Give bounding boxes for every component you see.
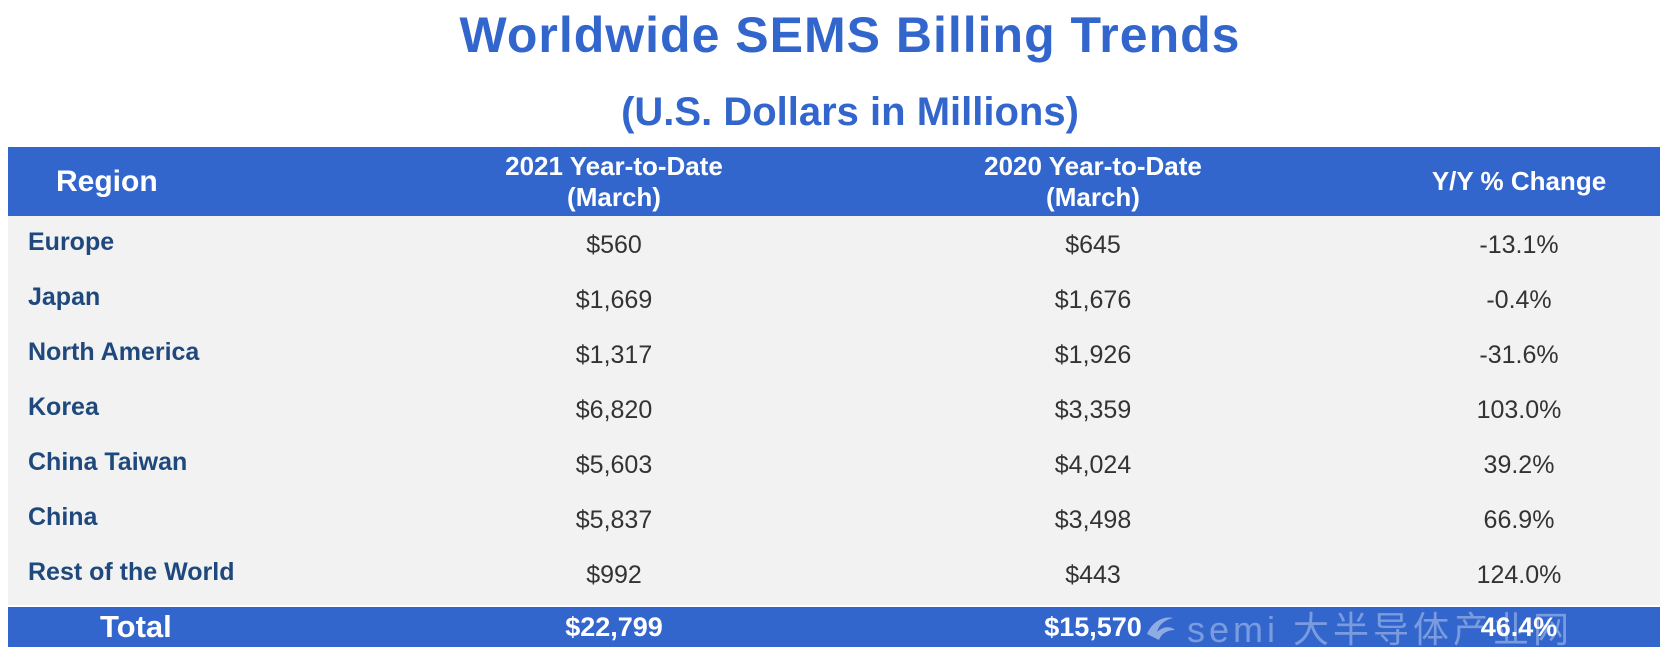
- ytd-2020-cell: $3,359: [1054, 396, 1132, 424]
- region-cell: China Taiwan: [28, 448, 188, 476]
- ytd-2020-cell: $3,498: [1054, 506, 1132, 534]
- region-cell: North America: [28, 338, 200, 366]
- ytd-2021-cell: $992: [586, 561, 642, 589]
- table-row-europe: Europe $560 $645 -13.1%: [8, 218, 1660, 273]
- change-cell: 66.9%: [1483, 506, 1555, 534]
- header-yy-change: Y/Y % Change: [1431, 166, 1607, 196]
- ytd-2021-cell: $560: [586, 231, 642, 259]
- ytd-2020-cell: $1,926: [1054, 341, 1132, 369]
- ytd-2021-cell: $1,669: [575, 286, 653, 314]
- header-region: Region: [56, 164, 158, 198]
- change-cell: 39.2%: [1483, 451, 1555, 479]
- total-2021-cell: $22,799: [565, 611, 663, 642]
- change-cell: -0.4%: [1486, 286, 1552, 314]
- header-2021-ytd: 2021 Year-to-Date (March): [505, 150, 723, 212]
- chart-title: Worldwide SEMS Billing Trends: [459, 7, 1241, 63]
- change-cell: 124.0%: [1476, 561, 1562, 589]
- total-2020-cell: $15,570: [1044, 611, 1142, 642]
- table-body: Europe $560 $645 -13.1% Japan $1,669 $1,…: [8, 216, 1660, 605]
- table-total-row: Total $22,799 $15,570 46.4% semi 大半导体产业网: [8, 607, 1660, 647]
- chart-subtitle: (U.S. Dollars in Millions): [621, 90, 1079, 134]
- ytd-2020-cell: $1,676: [1054, 286, 1132, 314]
- table-row-china-taiwan: China Taiwan $5,603 $4,024 39.2%: [8, 438, 1660, 493]
- billing-table: Region 2021 Year-to-Date (March) 2020 Ye…: [8, 147, 1660, 647]
- ytd-2020-cell: $443: [1065, 561, 1121, 589]
- change-cell: 103.0%: [1476, 396, 1562, 424]
- total-change-cell: 46.4%: [1480, 611, 1558, 642]
- ytd-2020-cell: $645: [1065, 231, 1121, 259]
- change-cell: -13.1%: [1479, 231, 1559, 259]
- table-row-japan: Japan $1,669 $1,676 -0.4%: [8, 273, 1660, 328]
- region-cell: Europe: [28, 228, 115, 256]
- ytd-2021-cell: $5,837: [575, 506, 653, 534]
- region-cell: China: [28, 503, 98, 531]
- table-row-china: China $5,837 $3,498 66.9%: [8, 493, 1660, 548]
- table-header-row: Region 2021 Year-to-Date (March) 2020 Ye…: [8, 147, 1660, 216]
- table-row-korea: Korea $6,820 $3,359 103.0%: [8, 383, 1660, 438]
- change-cell: -31.6%: [1479, 341, 1559, 369]
- region-cell: Japan: [28, 283, 101, 311]
- table-row-north-america: North America $1,317 $1,926 -31.6%: [8, 328, 1660, 383]
- ytd-2021-cell: $5,603: [575, 451, 653, 479]
- header-2020-ytd: 2020 Year-to-Date (March): [984, 150, 1202, 212]
- ytd-2021-cell: $6,820: [575, 396, 653, 424]
- region-cell: Rest of the World: [28, 558, 235, 586]
- table-row-rest-of-world: Rest of the World $992 $443 124.0%: [8, 548, 1660, 603]
- total-label: Total: [100, 609, 172, 644]
- region-cell: Korea: [28, 393, 99, 421]
- ytd-2021-cell: $1,317: [575, 341, 653, 369]
- ytd-2020-cell: $4,024: [1054, 451, 1132, 479]
